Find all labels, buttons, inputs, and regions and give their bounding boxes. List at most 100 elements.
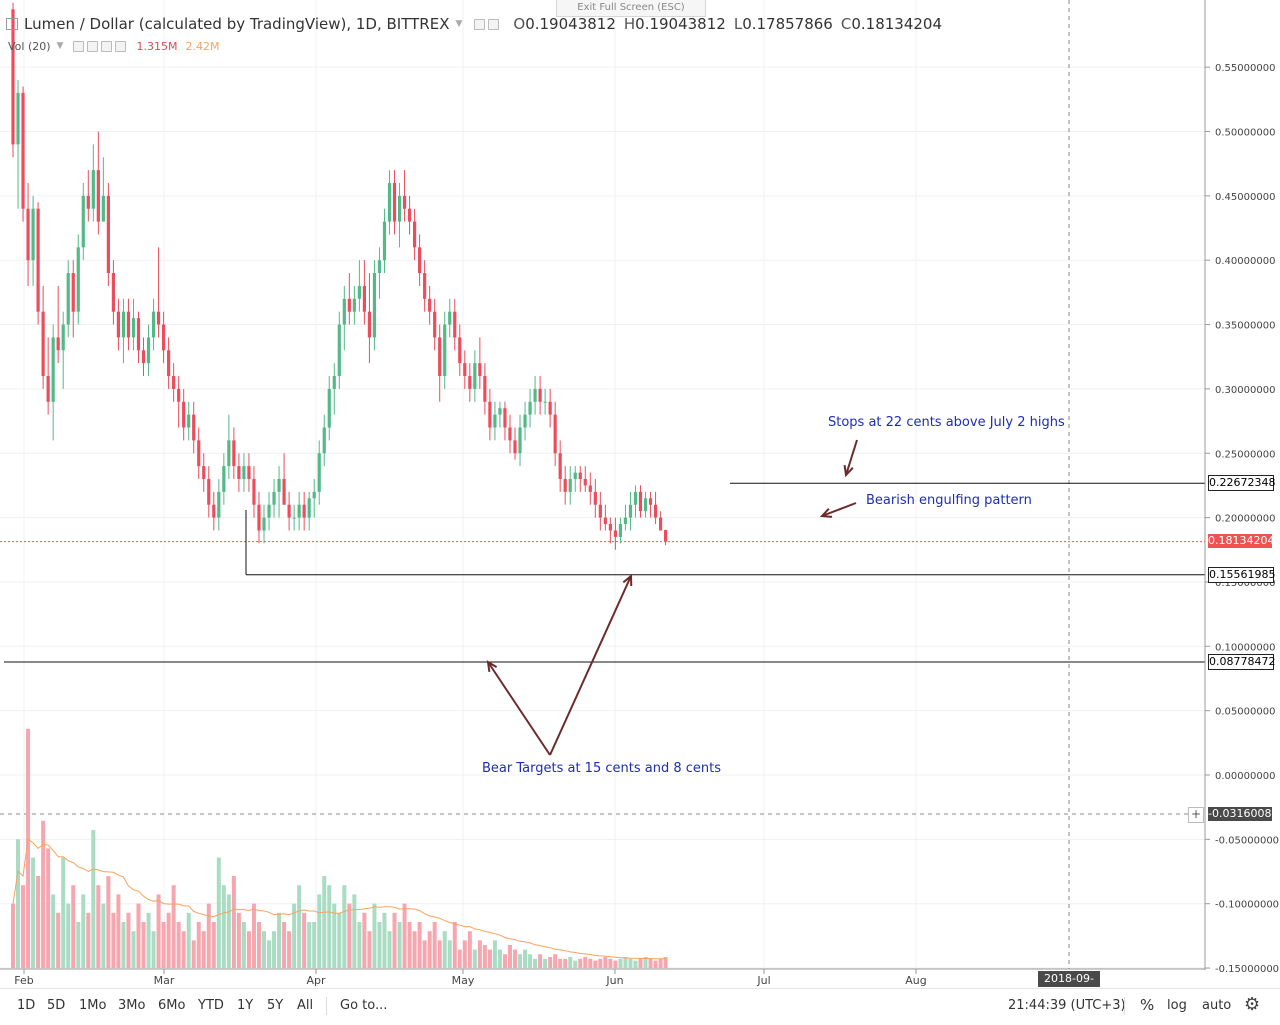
- candle: [588, 472, 592, 505]
- settings-icon[interactable]: [474, 18, 486, 30]
- candle-body: [237, 466, 241, 479]
- volume-bar: [196, 922, 201, 968]
- candle-body: [307, 498, 311, 518]
- clock-readout[interactable]: 21:44:39 (UTC+3): [1008, 998, 1126, 1013]
- volume-bar: [256, 922, 261, 968]
- range-1y-button[interactable]: 1Y: [237, 998, 254, 1013]
- candle: [453, 298, 457, 351]
- close-icon[interactable]: [488, 18, 500, 30]
- eye-icon[interactable]: [73, 40, 85, 52]
- volume-bar: [46, 848, 51, 968]
- volume-title[interactable]: Vol (20): [8, 39, 51, 53]
- low-value: 0.17857866: [742, 15, 833, 33]
- candle-body: [377, 260, 382, 274]
- candle: [533, 376, 537, 415]
- volume-bar: [507, 945, 512, 968]
- price-chart[interactable]: 0.55000000 0.50000000 0.45000000 0.40000000…: [0, 0, 1280, 988]
- volume-bar: [402, 903, 407, 968]
- arrow-shaft: [845, 439, 858, 476]
- candle-body: [96, 170, 100, 222]
- candle: [212, 491, 216, 531]
- volume-bar: [487, 949, 492, 968]
- percent-scale-toggle[interactable]: %: [1140, 996, 1155, 1014]
- candle-body: [252, 478, 256, 505]
- volume-bar: [643, 956, 648, 968]
- volume-bar: [71, 885, 76, 968]
- candle: [76, 234, 80, 325]
- range-1mo-button[interactable]: 1Mo: [79, 998, 107, 1013]
- volume-bar: [357, 922, 362, 968]
- candle: [558, 440, 562, 492]
- candle: [232, 427, 236, 479]
- range-6mo-button[interactable]: 6Mo: [158, 998, 186, 1013]
- candle-body: [598, 504, 602, 518]
- candle-body: [418, 247, 422, 274]
- candle-body: [272, 491, 276, 505]
- candle-body: [312, 491, 316, 499]
- chevron-down-icon[interactable]: ▼: [56, 41, 64, 51]
- volume-bar: [658, 958, 663, 968]
- candle: [292, 504, 296, 531]
- log-scale-toggle[interactable]: log: [1167, 998, 1187, 1013]
- volume-bar: [191, 940, 196, 968]
- candle: [302, 491, 306, 531]
- time-tick-label: Feb: [14, 974, 33, 987]
- candle-body: [172, 376, 176, 389]
- range-5d-button[interactable]: 5D: [47, 998, 66, 1013]
- time-tick-label: May: [452, 974, 475, 987]
- candle-body: [473, 363, 477, 389]
- candlestick-series: [11, 2, 668, 550]
- volume-bar: [262, 931, 266, 968]
- crosshair-add-button[interactable]: +: [1188, 807, 1204, 823]
- candle: [41, 285, 45, 389]
- volume-bar: [96, 885, 101, 968]
- candle: [603, 504, 607, 531]
- annotation-engulfing: Bearish engulfing pattern: [866, 493, 1032, 508]
- candle-body: [583, 478, 587, 486]
- volume-bar: [382, 912, 387, 968]
- candle-body: [121, 311, 126, 338]
- auto-scale-toggle[interactable]: auto: [1202, 998, 1232, 1013]
- candle: [593, 478, 597, 518]
- volume-bar: [302, 912, 307, 968]
- candle-body: [508, 427, 512, 441]
- symbol-title[interactable]: Lumen / Dollar (calculated by TradingVie…: [24, 15, 450, 33]
- candle: [342, 285, 346, 351]
- range-3mo-button[interactable]: 3Mo: [118, 998, 146, 1013]
- volume-bar: [603, 956, 608, 968]
- volume-bar: [31, 857, 36, 968]
- candle-body: [488, 401, 492, 428]
- volume-histogram: [11, 728, 668, 968]
- candle-body: [478, 363, 482, 377]
- exit-fullscreen-button[interactable]: Exit Full Screen (ESC): [556, 0, 706, 17]
- candle-body: [438, 337, 442, 377]
- settings-icon[interactable]: [87, 40, 99, 52]
- chevron-down-icon[interactable]: ▼: [455, 19, 463, 29]
- candle: [287, 491, 291, 531]
- candle: [613, 517, 617, 550]
- candle-body: [443, 324, 447, 377]
- candle-body: [523, 414, 527, 428]
- candle: [608, 517, 612, 544]
- price-tick-label: -0.05000000: [1215, 835, 1279, 846]
- candle-body: [608, 524, 612, 531]
- volume-bar: [101, 903, 106, 968]
- add-icon[interactable]: [101, 40, 113, 52]
- price-tick-label: -0.15000000: [1215, 964, 1279, 975]
- volume-bar: [131, 931, 136, 968]
- candle-body: [387, 182, 392, 222]
- candle-body: [332, 376, 336, 389]
- collapse-legend-icon[interactable]: [6, 18, 18, 30]
- price-tick-label: 0.45000000: [1215, 192, 1275, 203]
- close-icon[interactable]: [115, 40, 127, 52]
- range-all-button[interactable]: All: [297, 998, 314, 1013]
- candle: [563, 466, 567, 505]
- candle: [141, 337, 146, 377]
- price-tick-label: 0.30000000: [1215, 385, 1275, 396]
- gear-icon[interactable]: ⚙: [1244, 994, 1261, 1015]
- range-ytd-button[interactable]: YTD: [198, 998, 224, 1013]
- goto-date-button[interactable]: Go to...: [340, 998, 388, 1013]
- range-5y-button[interactable]: 5Y: [267, 998, 284, 1013]
- volume-bar: [377, 922, 382, 968]
- range-1d-button[interactable]: 1D: [17, 998, 36, 1013]
